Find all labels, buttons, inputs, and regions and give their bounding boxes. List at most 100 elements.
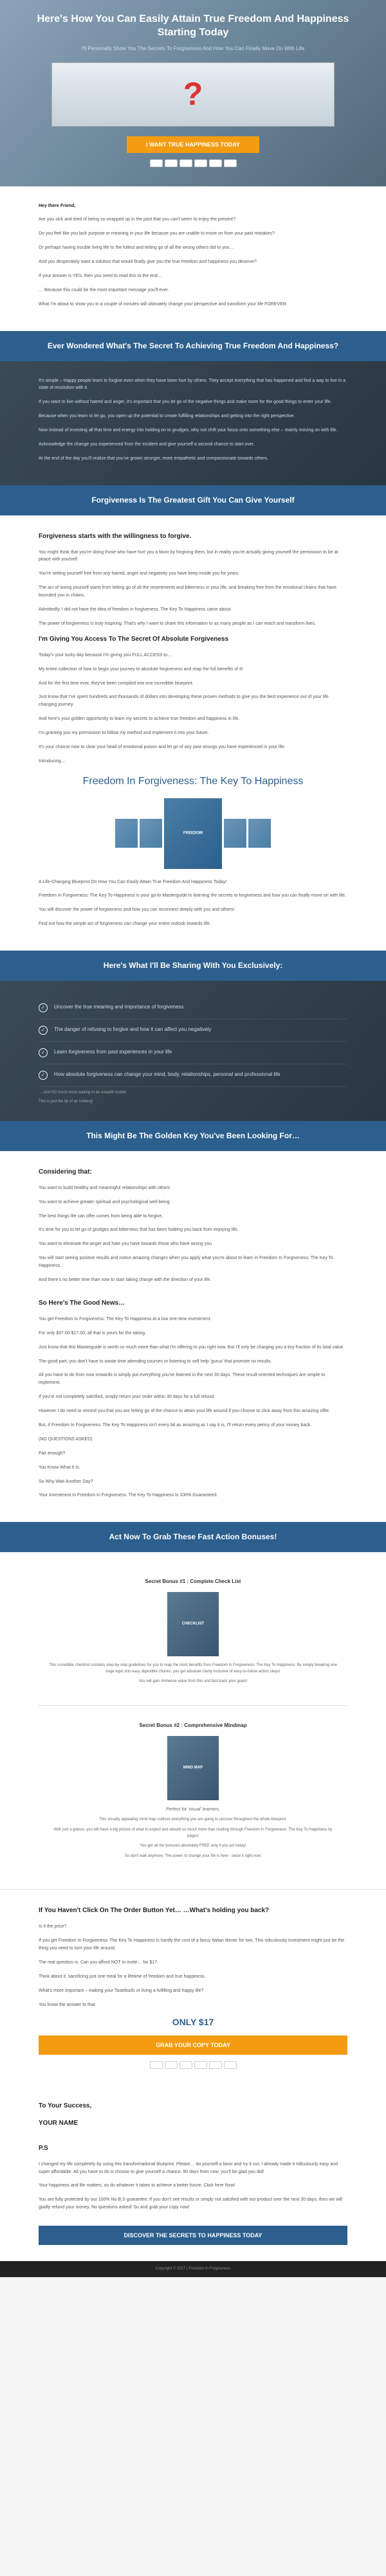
consider-p: You want to eliminate the anger and hate…: [39, 1240, 347, 1248]
banner-1: Ever Wondered What's The Secret To Achie…: [0, 331, 386, 361]
payment-icons: [39, 2061, 347, 2069]
goodnews-p: (NO QUESTIONS ASKED): [39, 1436, 347, 1444]
bonus2-em: Perfect for 'visual' learners.: [48, 1807, 338, 1814]
bonus2-title: Secret Bonus #2 : Comprehensive Mindmap: [48, 1722, 338, 1730]
sec2-p: You're setting yourself free from any ha…: [39, 570, 347, 578]
final-p: Is it the price?: [39, 1923, 347, 1931]
sec2-p: I'm granting you my permission to follow…: [39, 729, 347, 737]
sec2-p: The power of forgiveness is truly inspir…: [39, 620, 347, 628]
check-text: How absolute forgiveness can change your…: [54, 1071, 280, 1078]
intro-p: Are you sick and tired of being so wrapp…: [39, 216, 347, 224]
goodnews-p: You get Freedom In Forgiveness: The Key …: [39, 1316, 347, 1323]
final-p: If you get Freedom In Forgiveness: The K…: [39, 1937, 347, 1953]
consider-p: It's time for you to let go of grudges a…: [39, 1226, 347, 1234]
check-text: The danger of refusing to forgive and ho…: [54, 1026, 211, 1033]
check-icon: ✓: [39, 1026, 48, 1035]
hero-cta-button[interactable]: I WANT TRUE HAPPINESS TODAY: [127, 136, 259, 153]
dark-p: Because when you learn to let go, you op…: [39, 413, 347, 420]
intro-p: And you desperately want a solution that…: [39, 258, 347, 266]
goodnews-p: All you have to do from now onwards is s…: [39, 1372, 347, 1387]
ps-p: I changed my life completely by using th…: [39, 2161, 347, 2176]
product-title: Freedom In Forgiveness: The Key To Happi…: [39, 775, 347, 789]
payment-icon: [224, 2061, 237, 2069]
intro-p: Do you feel like you lack purpose or mea…: [39, 230, 347, 238]
goodnews-p: But, if Freedom In Forgiveness: The Key …: [39, 1422, 347, 1429]
desc-p: A Life-Changing Blueprint On How You Can…: [39, 879, 347, 886]
introducing: Introducing…: [39, 758, 347, 765]
check-icon: ✓: [39, 1048, 48, 1057]
payment-icon: [150, 2061, 163, 2069]
payment-icon: [179, 2061, 192, 2069]
intro-p: Or perhaps having trouble living life to…: [39, 244, 347, 252]
consider-h: Considering that:: [39, 1167, 347, 1177]
discover-button[interactable]: DISCOVER THE SECRETS TO HAPPINESS TODAY: [39, 2226, 347, 2245]
check-icon: ✓: [39, 1003, 48, 1012]
goodnews-p: Just know that this Masterguide is worth…: [39, 1344, 347, 1352]
goodnews-p: Fair enough?: [39, 1450, 347, 1458]
dark-p: Acknowledge the change you experienced f…: [39, 441, 347, 449]
sec2-p: You might think that you're doing those …: [39, 549, 347, 564]
hero-subtitle: I'll Personally Show You The Secrets To …: [26, 45, 360, 53]
consider-p: And there's no better time than now to s…: [39, 1276, 347, 1284]
goodnews-p: The good part, you don't have to waste t…: [39, 1358, 347, 1366]
question-mark-icon: ?: [183, 70, 203, 118]
banner-5: Act Now To Grab These Fast Action Bonuse…: [0, 1522, 386, 1552]
sec2-h2: I'm Giving You Access To The Secret Of A…: [39, 634, 347, 644]
goodnews-h: So Here's The Good News…: [39, 1298, 347, 1308]
ps-h2: YOUR NAME: [39, 2118, 347, 2128]
dark-p: If you want to live without hatred and a…: [39, 398, 347, 406]
desc-p: Freedom In Forgiveness: The Key To Happi…: [39, 892, 347, 900]
bonus2-p: With just a glance, you will have a big …: [48, 1827, 338, 1839]
hero-image: ?: [51, 62, 335, 127]
payment-icon: [224, 159, 237, 167]
grab-copy-button[interactable]: GRAB YOUR COPY TODAY: [39, 2035, 347, 2055]
sec2-p: And for the first time ever, they've bee…: [39, 680, 347, 688]
sec2-p: The act of loving yourself starts from l…: [39, 584, 347, 600]
bonus1-p: You will gain immense value from this an…: [48, 1679, 338, 1685]
final-p: Think about it, sacrificing just one mea…: [39, 1973, 347, 1981]
ps-h3: P.S: [39, 2143, 347, 2153]
desc-p: Find out how the simple act of forgivene…: [39, 920, 347, 928]
final-p: The real question is: Can you afford NOT…: [39, 1959, 347, 1967]
more-text: … And SO much more waiting to be unearth…: [39, 1090, 347, 1096]
product-image: FREEDOM: [39, 798, 347, 869]
payment-icon: [209, 2061, 222, 2069]
check-item: ✓How absolute forgiveness can change you…: [39, 1064, 347, 1087]
desc-p: You will discover the power of forgivene…: [39, 906, 347, 914]
consider-p: The best things life can offer comes fro…: [39, 1213, 347, 1221]
intro-p: If your answer is YES, then you need to …: [39, 273, 347, 280]
sec2-p: Just know that I've spent hundreds and t…: [39, 693, 347, 709]
goodnews-p: However I do need to remind you that you…: [39, 1408, 347, 1415]
sec2-p: Admittedly, I did not have the idea of f…: [39, 606, 347, 614]
intro-p: … Because this could be the most importa…: [39, 287, 347, 294]
check-item: ✓ The danger of refusing to forgive and h…: [39, 1019, 347, 1042]
bonus2-image: MIND MAP: [167, 1736, 219, 1800]
sec2-p: My entire collection of how to begin you…: [39, 666, 347, 674]
banner-4: This Might Be The Golden Key You've Been…: [0, 1121, 386, 1151]
consider-p: You want to achieve greater spiritual an…: [39, 1199, 347, 1206]
payment-icon: [194, 159, 207, 167]
hero-title: Here's How You Can Easily Attain True Fr…: [26, 13, 360, 40]
check-item: ✓Uncover the true meaning and importance…: [39, 997, 347, 1019]
payment-icon: [194, 2061, 207, 2069]
final-p: You know the answer to that.: [39, 2001, 347, 2009]
consider-p: You want to build healthy and meaningful…: [39, 1185, 347, 1192]
sec2-h1: Forgiveness starts with the willingness …: [39, 532, 347, 541]
goodnews-p: You Know What It Is.: [39, 1464, 347, 1472]
price: ONLY $17: [39, 2016, 347, 2029]
payment-icons: [26, 159, 360, 167]
greeting: Hey there Friend,: [39, 204, 75, 208]
banner-2: Forgiveness Is The Greatest Gift You Can…: [0, 485, 386, 515]
sec2-p: Today's your lucky day because I'm givin…: [39, 652, 347, 659]
sec2-p: And here's your golden opportunity to le…: [39, 715, 347, 723]
footer: Copyright © 2017 | Freedom In Forgivenes…: [0, 2261, 386, 2277]
goodnews-p: If you're not completely satisfied, simp…: [39, 1393, 347, 1401]
payment-icon: [165, 159, 178, 167]
final-h: If You Haven't Click On The Order Button…: [39, 1906, 347, 1915]
bonus1-title: Secret Bonus #1 : Complete Check List: [48, 1578, 338, 1586]
ps-h1: To Your Success,: [39, 2101, 347, 2111]
dark-p: Now instead of investing all that time a…: [39, 427, 347, 434]
dark-p: It's simple – Happy people learn to forg…: [39, 377, 347, 393]
final-p: What's more important – making your Tast…: [39, 1987, 347, 1995]
goodnews-p: So Why Wait Another Day?: [39, 1478, 347, 1486]
